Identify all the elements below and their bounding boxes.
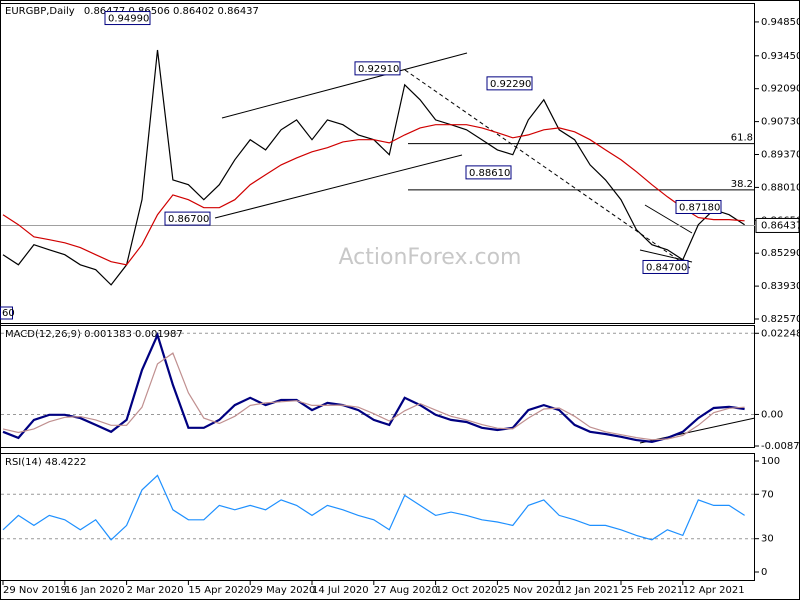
fib-label: 61.8 <box>731 133 753 144</box>
annotation-box <box>164 211 211 226</box>
x-tick-label: 15 Apr 2020 <box>188 585 250 596</box>
x-tick-label: 14 Jul 2020 <box>312 585 369 596</box>
annotation-label: 0.88610 <box>469 168 510 179</box>
series-line <box>2 331 745 444</box>
current-price-label: 0.86437 <box>761 220 800 231</box>
fib-label: 38.2 <box>731 179 753 190</box>
y-tick-label: 0.93450 <box>761 51 800 62</box>
price-frame <box>0 3 755 324</box>
close: 0.86437 <box>218 6 259 17</box>
x-tick-label: 12 Oct 2020 <box>436 585 498 596</box>
y-tick-label: 0.90730 <box>761 117 800 128</box>
annotation-box <box>642 259 689 274</box>
y-tick-label: 0.94850 <box>761 17 800 28</box>
y-tick-label: 30 <box>761 534 774 545</box>
series-line <box>2 474 745 541</box>
x-tick-label: 25 Feb 2021 <box>621 585 683 596</box>
x-tick-label: 12 Apr 2021 <box>683 585 745 596</box>
series-line <box>2 352 745 441</box>
rsi-name: RSI(14) <box>5 457 42 468</box>
y-tick-label: 0.82570 <box>761 314 800 325</box>
channel-lower <box>214 154 463 219</box>
annotation-box <box>465 165 512 180</box>
y-tick-label: 0.85290 <box>761 248 800 259</box>
edge-label: 60 <box>2 308 15 319</box>
edge-box <box>0 306 13 320</box>
annotation-label: 0.86700 <box>168 214 209 225</box>
symbol: EURGBP,Daily <box>5 6 75 17</box>
macd-name: MACD(12,26,9) <box>5 329 81 340</box>
annotation-label: 0.94990 <box>108 14 149 25</box>
annotation-box <box>486 76 533 91</box>
macd-frame <box>0 325 755 448</box>
rsi-frame <box>0 453 755 581</box>
rsi-title: RSI(14) 48.4222 <box>5 457 86 468</box>
annotation-label: 0.87180 <box>679 202 720 213</box>
macd-title: MACD(12,26,9) 0.001383 0.001987 <box>5 329 183 340</box>
rsi-reading: 48.4222 <box>45 457 86 468</box>
y-tick-label: 0.022482 <box>761 328 800 339</box>
watermark: ActionForex.com <box>339 245 522 270</box>
y-tick-label: 0.83930 <box>761 281 800 292</box>
y-tick-label: 0 <box>761 567 767 578</box>
y-tick-label: 0.00 <box>761 409 783 420</box>
panel-frames <box>0 3 755 581</box>
x-tick-label: 25 Nov 2020 <box>497 585 561 596</box>
annotation-label: 0.92910 <box>358 64 399 75</box>
low: 0.86402 <box>173 6 214 17</box>
y-tick-label: 70 <box>761 489 774 500</box>
macd-main: 0.001383 <box>84 329 132 340</box>
annotation-label: 0.92290 <box>490 79 531 90</box>
x-tick-label: 29 Nov 2019 <box>3 585 67 596</box>
current-price-box <box>755 217 800 233</box>
x-tick-label: 29 May 2020 <box>250 585 315 596</box>
y-tick-label: 0.88010 <box>761 182 800 193</box>
y-tick-label: 100 <box>761 456 780 467</box>
wedge-upper <box>644 204 693 234</box>
x-tick-label: 12 Jan 2021 <box>559 585 619 596</box>
macd-signal: 0.001987 <box>135 329 183 340</box>
x-tick-label: 27 Aug 2020 <box>374 585 438 596</box>
annotation-box <box>104 11 151 26</box>
x-tick-label: 16 Jan 2020 <box>65 585 125 596</box>
x-tick-label: 2 Mar 2020 <box>127 585 184 596</box>
y-tick-label: 0.89370 <box>761 150 800 161</box>
annotation-box <box>354 61 401 76</box>
series-line <box>2 124 745 266</box>
annotation-box <box>675 199 722 214</box>
y-tick-label: -0.008736 <box>761 441 800 452</box>
channel-upper <box>221 52 468 119</box>
annotation-label: 0.84700 <box>646 262 687 273</box>
y-tick-label: 0.92090 <box>761 84 800 95</box>
